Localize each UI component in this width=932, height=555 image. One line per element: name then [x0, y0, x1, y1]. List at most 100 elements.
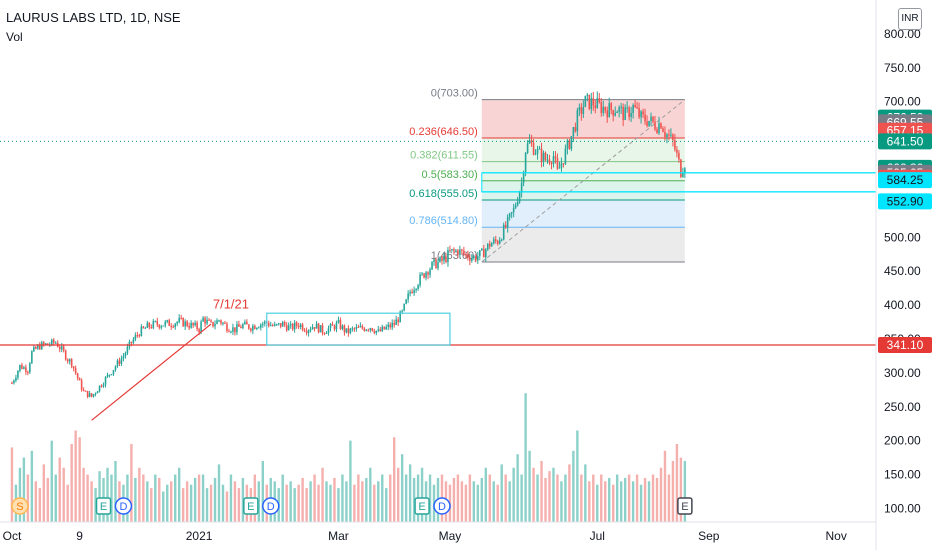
- candle-body: [331, 324, 334, 326]
- candle-body: [178, 317, 180, 322]
- candle-body: [164, 321, 167, 326]
- candle-body: [46, 343, 49, 345]
- candle-body: [506, 216, 509, 228]
- candle-body: [90, 393, 93, 397]
- volume-bar: [404, 474, 408, 522]
- candle-body: [285, 325, 288, 331]
- candle-body: [385, 326, 388, 330]
- x-tick-label: May: [439, 529, 462, 543]
- candle-body: [31, 351, 33, 364]
- volume-bar: [655, 477, 659, 522]
- candle-body: [345, 328, 348, 333]
- candle-body: [367, 329, 370, 331]
- candle-body: [482, 248, 485, 258]
- volume-indicator-label[interactable]: Vol: [6, 30, 23, 44]
- candle-body: [262, 323, 264, 325]
- volume-bar: [130, 444, 133, 522]
- volume-bar: [560, 481, 563, 522]
- candle-body: [190, 322, 192, 328]
- candle-body: [363, 328, 366, 331]
- volume-bar: [217, 464, 221, 522]
- volume-bar: [225, 491, 229, 522]
- volume-bar: [201, 474, 205, 522]
- candle-body: [638, 108, 640, 118]
- candle-body: [198, 329, 200, 333]
- candle-body: [558, 167, 561, 169]
- drawings: 7/1/21: [0, 140, 877, 421]
- candle-body: [214, 324, 216, 327]
- volume-bar: [154, 474, 157, 522]
- candle-body: [389, 324, 392, 328]
- volume-bar: [667, 474, 671, 522]
- candle-body: [622, 106, 624, 120]
- candle-body: [154, 321, 157, 323]
- y-tick-label: 150.00: [884, 468, 921, 482]
- volume-bar: [321, 467, 324, 522]
- candle-body: [562, 163, 565, 165]
- volume-bar: [341, 474, 344, 522]
- candle-body: [498, 240, 501, 244]
- candle-body: [212, 321, 214, 327]
- candle-body: [315, 323, 318, 329]
- candle-body: [136, 335, 139, 337]
- candle-body: [393, 322, 395, 325]
- candle-body: [192, 322, 194, 326]
- candle-body: [612, 110, 614, 116]
- candle-body: [640, 111, 642, 118]
- candle-body: [457, 250, 459, 255]
- volume-bar: [30, 450, 34, 522]
- candle-body: [588, 94, 591, 109]
- candle-body: [598, 98, 601, 103]
- price-label-box: [878, 172, 932, 189]
- candle-body: [652, 116, 654, 122]
- volume-bar: [337, 488, 340, 522]
- candle-body: [522, 173, 525, 183]
- y-tick-label: 500.00: [884, 230, 921, 244]
- price-axis: 100.00150.00200.00250.00300.00350.00400.…: [875, 0, 932, 550]
- candle-body: [158, 324, 161, 328]
- candle-body: [636, 107, 638, 109]
- volume-bar: [564, 474, 567, 522]
- candle-body: [21, 364, 23, 369]
- price-label-box: [878, 133, 932, 150]
- candle-body: [349, 328, 352, 334]
- y-tick-label: 750.00: [884, 61, 921, 75]
- candle-body: [405, 299, 407, 304]
- candle-body: [313, 327, 316, 329]
- volume-bar: [389, 474, 392, 522]
- candle-body: [574, 127, 577, 132]
- volume-bar: [138, 467, 141, 522]
- candle-body: [174, 323, 176, 328]
- candle-body: [92, 394, 95, 397]
- volume-bar: [58, 457, 61, 522]
- symbol-title[interactable]: LAURUS LABS LTD, 1D, NSE: [6, 10, 181, 25]
- event-marker-letter: S: [16, 501, 23, 513]
- candle-body: [64, 350, 67, 360]
- candle-body: [550, 162, 553, 164]
- candle-body: [29, 363, 31, 373]
- candle-body: [327, 328, 330, 333]
- candle-body: [275, 324, 278, 326]
- candle-body: [333, 325, 336, 330]
- candle-body: [351, 328, 354, 330]
- candle-body: [232, 327, 234, 332]
- candle-body: [17, 370, 19, 378]
- candle-body: [514, 205, 517, 208]
- candle-body: [353, 328, 356, 330]
- candle-body: [618, 107, 620, 112]
- volume-bar: [369, 467, 372, 522]
- volume-bar: [94, 488, 97, 522]
- price-label: 552.90: [887, 194, 924, 208]
- candle-body: [425, 272, 427, 278]
- candle-body: [271, 325, 274, 327]
- currency-badge[interactable]: INR: [898, 8, 922, 30]
- candle-body: [202, 317, 204, 322]
- candle-body: [451, 248, 453, 251]
- volume-bar: [26, 474, 30, 522]
- candle-body: [429, 269, 431, 275]
- candle-body: [413, 290, 415, 294]
- candle-body: [250, 328, 252, 331]
- candle-body: [496, 240, 499, 244]
